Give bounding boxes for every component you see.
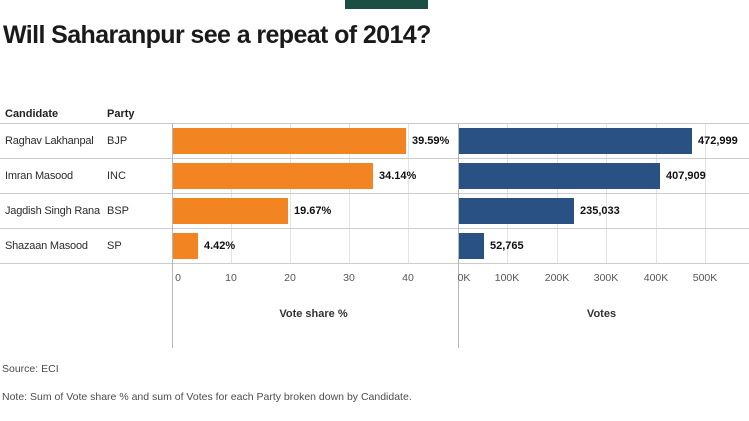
candidate-label: Shazaan Masood xyxy=(5,240,88,252)
party-label: INC xyxy=(107,170,126,182)
table-row: Shazaan Masood SP 4.42% 52,765 xyxy=(0,229,749,264)
axis-tick-label: 40 xyxy=(402,272,414,284)
votes-axis-title: Votes xyxy=(586,308,617,320)
vote-share-bar[interactable] xyxy=(172,233,198,259)
axis-tick-label: 100K xyxy=(494,272,520,284)
votes-value: 472,999 xyxy=(698,135,738,147)
vote-share-value: 34.14% xyxy=(379,170,417,182)
axis-tick-label: 500K xyxy=(692,272,718,284)
votes-value: 52,765 xyxy=(490,240,524,252)
vote-share-bar[interactable] xyxy=(172,128,406,154)
table-row: Imran Masood INC 34.14% 407,909 xyxy=(0,159,749,194)
votes-bar[interactable] xyxy=(458,128,692,154)
vote-share-bar[interactable] xyxy=(172,198,288,224)
candidate-column-header: Candidate xyxy=(5,108,59,120)
vote-share-axis-line xyxy=(172,124,173,348)
votes-panel: 235,033 xyxy=(458,194,748,228)
vote-share-panel: 39.59% xyxy=(172,124,455,158)
source-text: Source: ECI xyxy=(2,363,59,375)
column-header-row: Candidate Party xyxy=(0,106,749,124)
vote-share-value: 19.67% xyxy=(294,205,332,217)
candidate-label: Jagdish Singh Rana xyxy=(5,205,100,217)
chart-rows: Raghav Lakhanpal BJP 39.59% 472,999 Imra… xyxy=(0,124,749,264)
votes-axis-line xyxy=(458,124,459,348)
axis-tick-label: 30 xyxy=(343,272,355,284)
chart-title: Will Saharanpur see a repeat of 2014? xyxy=(3,21,431,49)
votes-bar[interactable] xyxy=(458,198,574,224)
votes-value: 407,909 xyxy=(666,170,706,182)
votes-value: 235,033 xyxy=(580,205,620,217)
table-row: Raghav Lakhanpal BJP 39.59% 472,999 xyxy=(0,124,749,159)
vote-share-panel: 4.42% xyxy=(172,229,455,263)
party-column-header: Party xyxy=(107,108,135,120)
votes-bar[interactable] xyxy=(458,163,660,189)
vote-share-value: 39.59% xyxy=(412,135,450,147)
axis-tick-label: 400K xyxy=(643,272,669,284)
axis-tick-label: 300K xyxy=(593,272,619,284)
candidate-label: Imran Masood xyxy=(5,170,73,182)
vote-share-axis-title: Vote share % xyxy=(279,308,348,320)
axis-tick-label: 0K xyxy=(457,272,471,284)
votes-panel: 52,765 xyxy=(458,229,748,263)
party-label: SP xyxy=(107,240,122,252)
vote-share-bar[interactable] xyxy=(172,163,373,189)
votes-panel: 407,909 xyxy=(458,159,748,193)
vote-share-value: 4.42% xyxy=(204,240,236,252)
axis-tick-label: 0 xyxy=(175,272,181,284)
axis-tick-label: 20 xyxy=(284,272,296,284)
note-text: Note: Sum of Vote share % and sum of Vot… xyxy=(2,391,412,403)
table-row: Jagdish Singh Rana BSP 19.67% 235,033 xyxy=(0,194,749,229)
axis-tick-label: 200K xyxy=(544,272,570,284)
party-label: BJP xyxy=(107,135,128,147)
header-accent-bar xyxy=(345,0,428,9)
votes-panel: 472,999 xyxy=(458,124,748,158)
candidate-label: Raghav Lakhanpal xyxy=(5,135,94,147)
axis-tick-label: 10 xyxy=(225,272,237,284)
votes-bar[interactable] xyxy=(458,233,484,259)
vote-share-panel: 19.67% xyxy=(172,194,455,228)
vote-share-panel: 34.14% xyxy=(172,159,455,193)
party-label: BSP xyxy=(107,205,130,217)
